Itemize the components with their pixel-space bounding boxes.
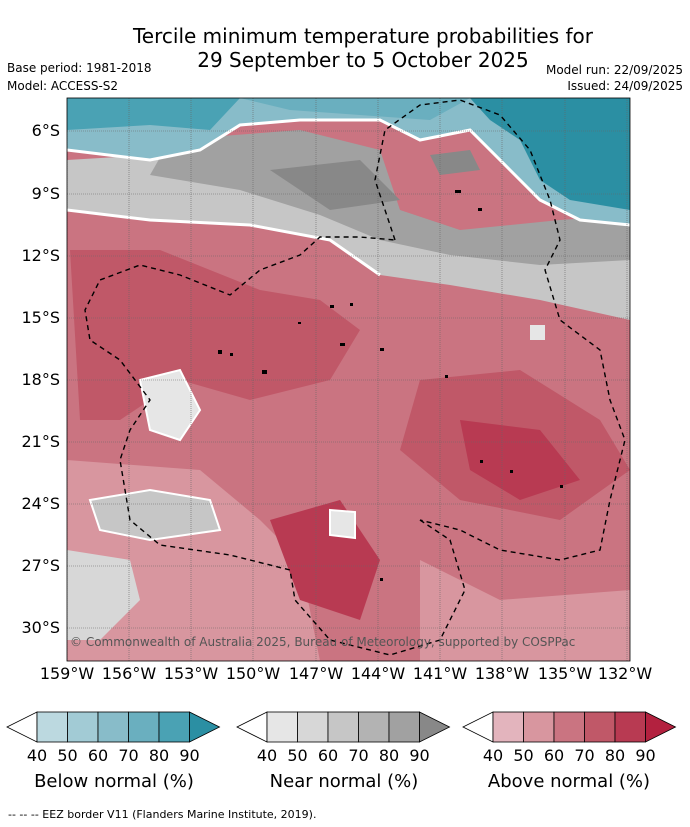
colorbars: 40 50 60 70 80 90 40 50 60 70 80 90 40 50 60 70 80 90 <box>6 711 677 765</box>
colorbar-segment <box>614 711 646 743</box>
colorbar-tick: 70 <box>348 746 368 765</box>
lat-label: 18°S <box>21 370 60 389</box>
colorbar-segment <box>189 711 221 743</box>
title-line-2: 29 September to 5 October 2025 <box>197 48 529 72</box>
lat-label: 27°S <box>21 556 60 575</box>
colorbar-tick: 60 <box>544 746 564 765</box>
colorbar-tick: 40 <box>257 746 277 765</box>
colorbar-tick: 40 <box>27 746 47 765</box>
colorbar-segment <box>236 711 268 743</box>
above-normal-label: Above normal (%) <box>487 771 651 792</box>
lat-label: 21°S <box>21 432 60 451</box>
colorbar-segment <box>553 711 585 743</box>
lon-label: 141°W <box>413 664 468 683</box>
lat-label: 30°S <box>21 618 60 637</box>
colorbar-segment <box>67 711 99 743</box>
colorbar-tick: 80 <box>149 746 169 765</box>
eez-footer-note: -- -- -- EEZ border V11 (Flanders Marine… <box>8 808 317 821</box>
colorbar-tick: 60 <box>88 746 108 765</box>
colorbar-segment <box>128 711 160 743</box>
colorbar-tick: 90 <box>409 746 429 765</box>
above-normal-colorbar: 40 50 60 70 80 90 <box>462 711 677 765</box>
lon-label: 153°W <box>164 664 219 683</box>
title-line-1: Tercile minimum temperature probabilitie… <box>132 24 594 48</box>
lon-label: 156°W <box>102 664 157 683</box>
base-period: Base period: 1981-2018 <box>7 61 152 75</box>
issued-date: Issued: 24/09/2025 <box>567 79 683 93</box>
below-normal-label: Below normal (%) <box>34 771 194 792</box>
colorbar-tick: 40 <box>483 746 503 765</box>
colorbar-tick: 80 <box>605 746 625 765</box>
lon-label: 138°W <box>475 664 530 683</box>
colorbar-segment <box>419 711 451 743</box>
longitude-axis: 159°W 156°W 153°W 150°W 147°W 144°W 141°… <box>40 664 653 683</box>
islands <box>218 190 563 581</box>
colorbar-segment <box>158 711 190 743</box>
lat-label: 9°S <box>32 184 60 203</box>
lon-label: 132°W <box>598 664 653 683</box>
model-run: Model run: 22/09/2025 <box>545 63 683 77</box>
lat-label: 12°S <box>21 246 60 265</box>
lat-label: 24°S <box>21 494 60 513</box>
lon-label: 150°W <box>226 664 281 683</box>
colorbar-tick: 70 <box>574 746 594 765</box>
colorbar-segment <box>297 711 329 743</box>
colorbar-segment <box>492 711 524 743</box>
colorbar-tick: 70 <box>118 746 138 765</box>
colorbar-segment <box>523 711 555 743</box>
lon-label: 159°W <box>40 664 95 683</box>
latitude-axis: 6°S 9°S 12°S 15°S 18°S 21°S 24°S 27°S 30… <box>21 121 60 637</box>
lat-label: 6°S <box>32 121 60 140</box>
colorbar-segment <box>97 711 129 743</box>
lat-label: 15°S <box>21 308 60 327</box>
near-normal-colorbar: 40 50 60 70 80 90 <box>236 711 451 765</box>
colorbar-tick: 90 <box>179 746 199 765</box>
near-normal-label: Near normal (%) <box>269 771 419 792</box>
below-normal-colorbar: 40 50 60 70 80 90 <box>6 711 221 765</box>
colorbar-segment <box>462 711 494 743</box>
colorbar-tick: 50 <box>513 746 533 765</box>
colorbar-tick: 50 <box>57 746 77 765</box>
colorbar-tick: 50 <box>287 746 307 765</box>
eez-border <box>84 99 626 656</box>
colorbar-segment <box>584 711 616 743</box>
colorbar-segment <box>645 711 677 743</box>
model-name: Model: ACCESS-S2 <box>7 79 119 93</box>
colorbar-segment <box>358 711 390 743</box>
colorbar-tick: 90 <box>635 746 655 765</box>
colorbar-segment <box>6 711 38 743</box>
colorbar-segment <box>266 711 298 743</box>
colorbar-segment <box>36 711 68 743</box>
colorbar-segment <box>388 711 420 743</box>
lon-label: 144°W <box>351 664 406 683</box>
copyright-notice: © Commonwealth of Australia 2025, Bureau… <box>70 635 575 649</box>
lon-label: 147°W <box>289 664 344 683</box>
lon-label: 135°W <box>538 664 593 683</box>
colorbar-segment <box>327 711 359 743</box>
colorbar-tick: 60 <box>318 746 338 765</box>
colorbar-tick: 80 <box>379 746 399 765</box>
map-area <box>67 98 630 661</box>
